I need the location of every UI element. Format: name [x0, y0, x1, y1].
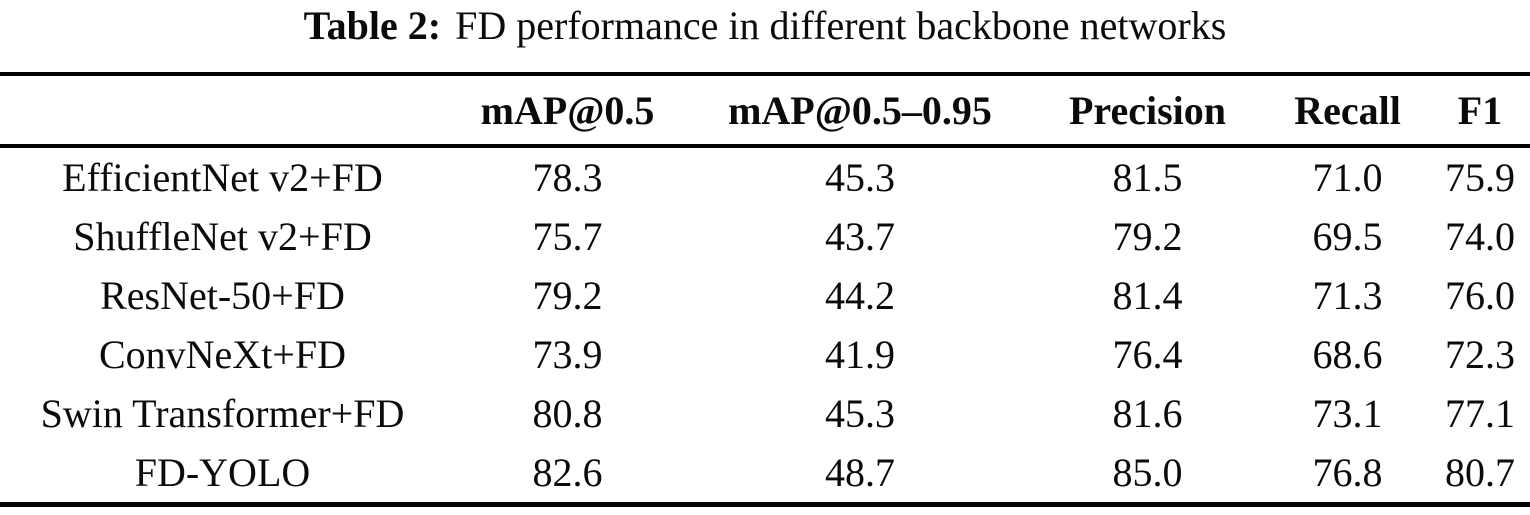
column-header-map05-095: mAP@0.5–0.95: [690, 74, 1030, 148]
cell-precision: 79.2: [1112, 214, 1183, 259]
cell-precision: 85.0: [1112, 450, 1183, 495]
cell-f1: 77.1: [1445, 391, 1515, 436]
header-row: mAP@0.5 mAP@0.5–0.95 Precision Recall F1: [0, 74, 1530, 148]
row-label: Swin Transformer+FD: [40, 391, 405, 436]
cell-map05-095: 48.7: [825, 450, 895, 495]
cell-precision: 81.6: [1112, 391, 1183, 436]
cell-f1: 76.0: [1445, 273, 1515, 318]
cell-recall: 69.5: [1312, 214, 1383, 259]
column-header-map05: mAP@0.5: [445, 74, 690, 148]
cell-map05-095: 44.2: [825, 273, 895, 318]
cell-map05-095: 41.9: [825, 332, 895, 377]
cell-map05: 82.6: [532, 450, 603, 495]
row-label: EfficientNet v2+FD: [62, 155, 383, 200]
table-row: FD-YOLO 82.6 48.7 85.0 76.8 80.7: [0, 443, 1530, 505]
cell-recall: 68.6: [1312, 332, 1383, 377]
table-caption: Table 2: FD performance in different back…: [0, 0, 1530, 52]
results-table: mAP@0.5 mAP@0.5–0.95 Precision Recall F1…: [0, 72, 1530, 507]
cell-f1: 75.9: [1445, 155, 1515, 200]
cell-f1: 74.0: [1445, 214, 1515, 259]
cell-recall: 76.8: [1312, 450, 1383, 495]
cell-precision: 81.5: [1112, 155, 1183, 200]
cell-map05: 80.8: [532, 391, 603, 436]
column-header-f1: F1: [1430, 74, 1530, 148]
row-label: FD-YOLO: [134, 450, 311, 495]
column-header-backbone: [0, 74, 445, 148]
cell-recall: 73.1: [1312, 391, 1383, 436]
cell-map05: 79.2: [532, 273, 603, 318]
table-row: ResNet-50+FD 79.2 44.2 81.4 71.3 76.0: [0, 266, 1530, 325]
table-row: ConvNeXt+FD 73.9 41.9 76.4 68.6 72.3: [0, 325, 1530, 384]
table-caption-text: FD performance in different backbone net…: [455, 3, 1227, 48]
cell-precision: 81.4: [1112, 273, 1183, 318]
cell-recall: 71.0: [1312, 155, 1383, 200]
table-row: ShuffleNet v2+FD 75.7 43.7 79.2 69.5 74.…: [0, 207, 1530, 266]
row-label: ResNet-50+FD: [100, 273, 345, 318]
row-label: ShuffleNet v2+FD: [73, 214, 372, 259]
cell-map05: 78.3: [532, 155, 603, 200]
row-label: ConvNeXt+FD: [98, 332, 346, 377]
table-caption-label: Table 2:: [303, 3, 442, 48]
cell-map05: 73.9: [532, 332, 603, 377]
cell-recall: 71.3: [1312, 273, 1383, 318]
column-header-precision: Precision: [1030, 74, 1265, 148]
cell-f1: 72.3: [1445, 332, 1515, 377]
column-header-recall: Recall: [1265, 74, 1430, 148]
cell-precision: 76.4: [1112, 332, 1183, 377]
table-row: Swin Transformer+FD 80.8 45.3 81.6 73.1 …: [0, 384, 1530, 443]
table-row: EfficientNet v2+FD 78.3 45.3 81.5 71.0 7…: [0, 146, 1530, 207]
cell-map05: 75.7: [532, 214, 603, 259]
cell-map05-095: 45.3: [825, 155, 895, 200]
cell-f1: 80.7: [1445, 450, 1515, 495]
cell-map05-095: 43.7: [825, 214, 895, 259]
cell-map05-095: 45.3: [825, 391, 895, 436]
